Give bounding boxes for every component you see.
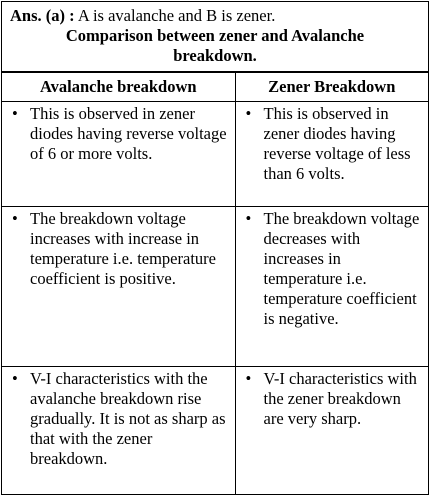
answer-header: Ans. (a) : A is avalanche and B is zener… (2, 2, 428, 72)
answer-label: Ans. (a) : (10, 6, 75, 25)
table-cell: The breakdown voltage increases with inc… (2, 206, 236, 367)
table-row: The breakdown voltage increases with inc… (2, 206, 428, 367)
header-row: Avalanche breakdown Zener Breakdown (2, 72, 428, 102)
table-title: Comparison between zener and Avalanche b… (65, 26, 365, 65)
column-header: Avalanche breakdown (2, 72, 236, 102)
table-row: This is observed in zener diodes having … (2, 101, 428, 207)
bullet-text: The breakdown voltage decreases with inc… (242, 209, 423, 329)
table-cell: V-I characteristics with the avalanche b… (2, 366, 236, 495)
comparison-table: Avalanche breakdown Zener Breakdown This… (2, 72, 428, 495)
table-cell: V-I characteristics with the zener break… (234, 366, 428, 495)
bullet-text: This is observed in zener diodes having … (8, 104, 229, 164)
table-cell: This is observed in zener diodes having … (234, 101, 428, 207)
bullet-text: V-I characteristics with the avalanche b… (8, 369, 229, 469)
bullet-text: The breakdown voltage increases with inc… (8, 209, 229, 289)
answer-line: Ans. (a) : A is avalanche and B is zener… (10, 6, 420, 26)
table-row: V-I characteristics with the avalanche b… (2, 366, 428, 495)
bullet-text: This is observed in zener diodes having … (242, 104, 423, 184)
column-header: Zener Breakdown (234, 72, 428, 102)
table-cell: The breakdown voltage decreases with inc… (234, 206, 428, 367)
answer-text: A is avalanche and B is zener. (77, 6, 276, 25)
table-cell: This is observed in zener diodes having … (2, 101, 236, 207)
bullet-text: V-I characteristics with the zener break… (242, 369, 423, 429)
